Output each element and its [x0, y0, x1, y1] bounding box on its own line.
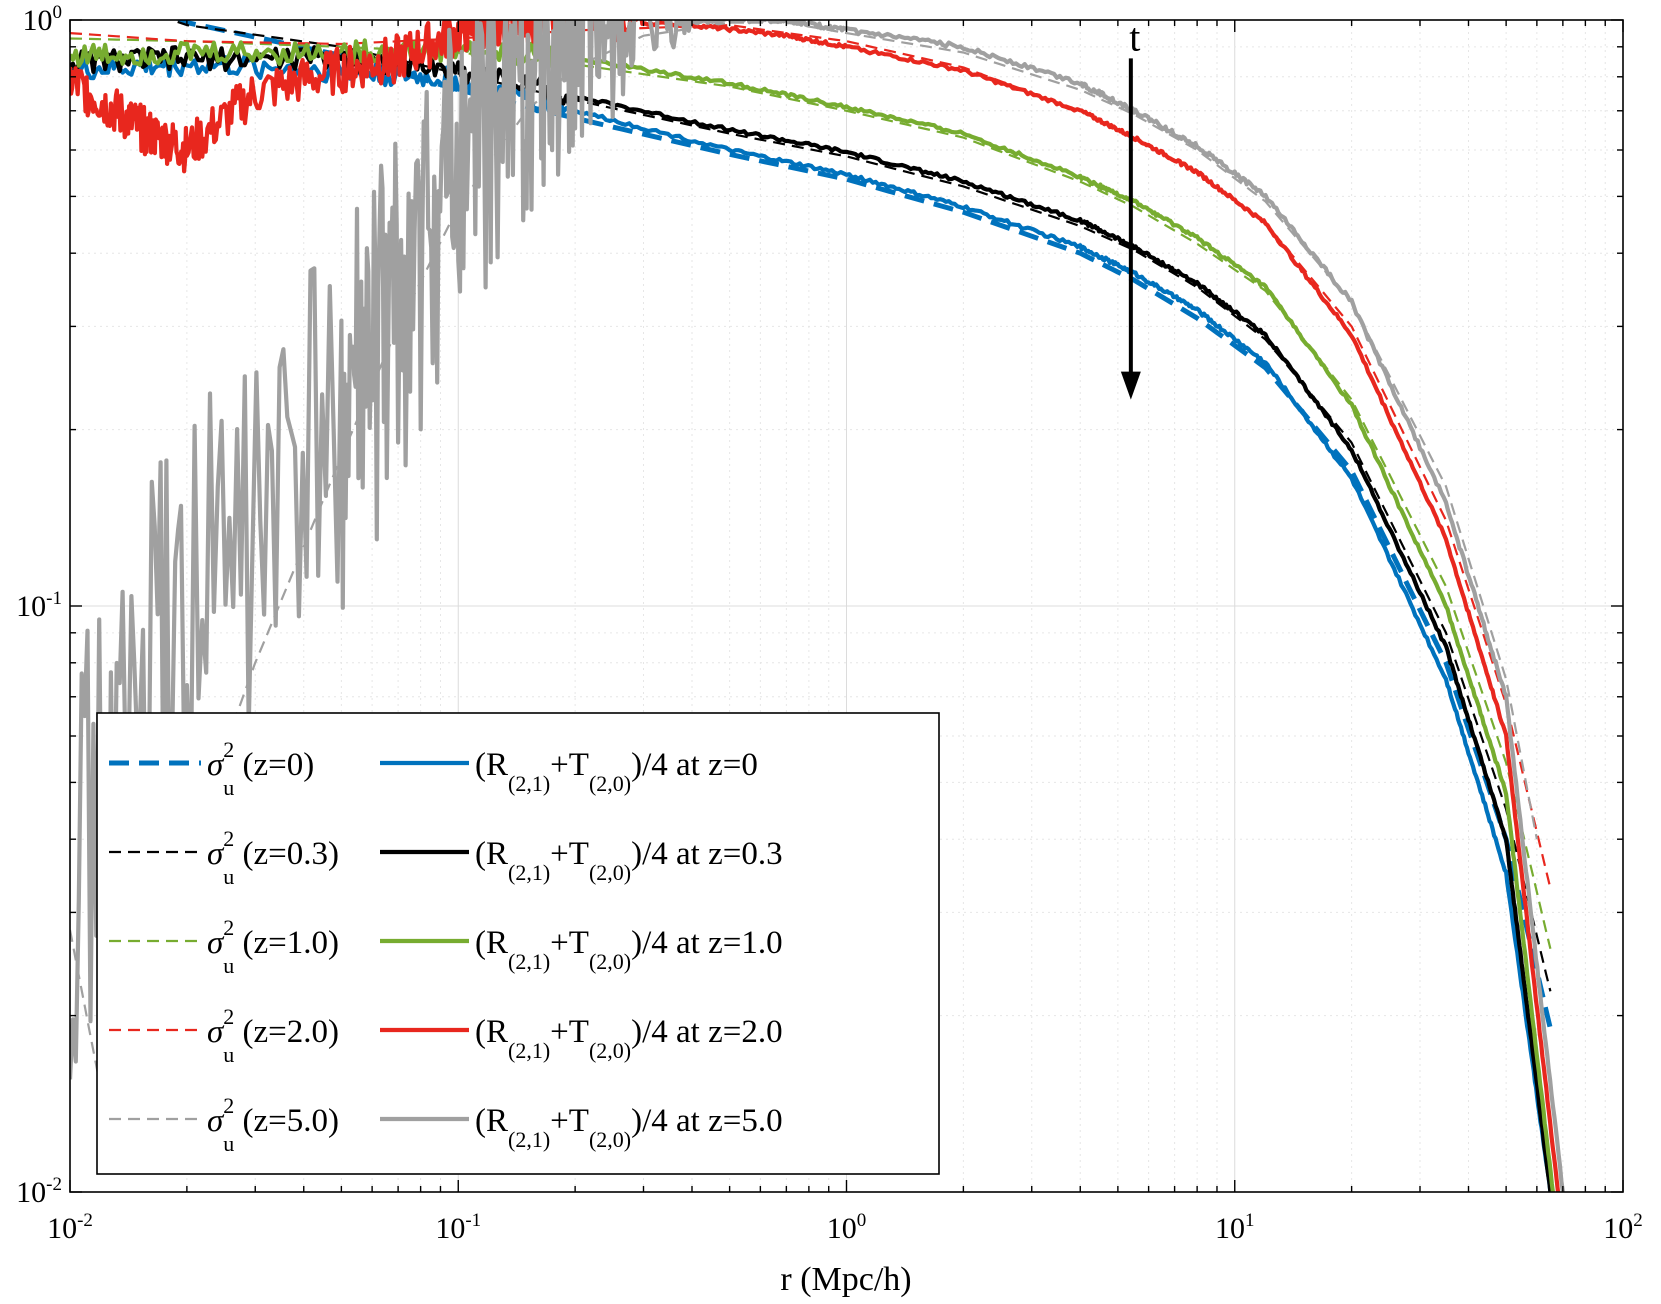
legend-box	[96, 712, 940, 1175]
legend-label-model: σ2 u (z=5.0)	[207, 1093, 339, 1156]
sim-series-z-2-0	[70, 20, 1561, 1192]
legend-label-model: σ2 u (z=2.0)	[207, 1004, 339, 1067]
legend-label-sim: (R(2,1)+T(2,0))/4 at z=1.0	[475, 925, 783, 974]
legend-label-sim: (R(2,1)+T(2,0))/4 at z=2.0	[475, 1014, 783, 1063]
y-tick-label: 100	[23, 2, 63, 37]
legend-label-model: σ2 u (z=1.0)	[207, 915, 339, 978]
legend-label-sim: (R(2,1)+T(2,0))/4 at z=0.3	[475, 836, 783, 885]
x-axis-label: r (Mpc/h)	[780, 1261, 911, 1298]
legend-label-sim: (R(2,1)+T(2,0))/4 at z=0	[475, 747, 758, 796]
axis-ticks	[69, 19, 1624, 1193]
legend: σ2 u (z=0) (R(2,1)+T(2,0))/4 at z=0 σ2 u (z=…	[96, 712, 940, 1175]
x-tick-label: 10-2	[47, 1210, 93, 1245]
y-tick-label: 10-1	[16, 588, 62, 623]
sim-series-z-5-0	[70, 20, 1565, 1192]
series-layer	[70, 20, 1565, 1192]
y-tick-label: 10-2	[16, 1174, 62, 1209]
arrow-label: t	[1129, 14, 1140, 59]
model-series-z-0-3	[168, 20, 1552, 992]
legend-label-sim: (R(2,1)+T(2,0))/4 at z=5.0	[475, 1103, 783, 1152]
legend-label-model: σ2 u (z=0.3)	[207, 826, 339, 889]
x-tick-label: 102	[1603, 1210, 1643, 1245]
axis-tick-labels: 10-2 10-1 100 101 102 10-2 10-1 100	[16, 2, 1643, 1245]
x-tick-label: 101	[1215, 1210, 1255, 1245]
arrow-head	[1120, 371, 1141, 400]
time-arrow-annotation: t	[1120, 14, 1141, 400]
legend-label-model: σ2 u (z=0)	[207, 737, 314, 800]
x-tick-label: 10-1	[435, 1210, 481, 1245]
x-tick-label: 100	[827, 1210, 867, 1245]
